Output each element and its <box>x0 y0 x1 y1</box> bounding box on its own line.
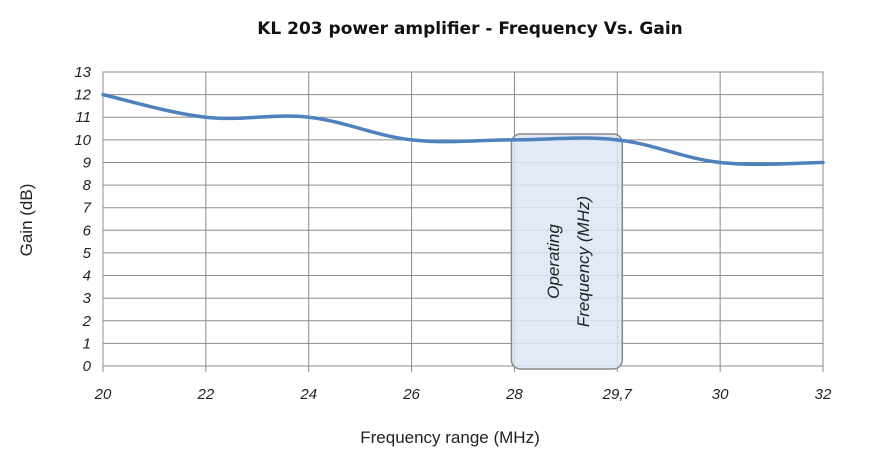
x-tick-label: 26 <box>402 386 420 403</box>
series-line-gain <box>103 95 823 165</box>
x-tick-label: 20 <box>94 386 112 403</box>
annotation-text: Operating <box>544 224 563 299</box>
y-tick-label: 13 <box>74 64 91 81</box>
y-tick-label: 5 <box>83 245 92 262</box>
y-tick-label: 4 <box>83 268 91 285</box>
x-axis-label: Frequency range (MHz) <box>360 428 540 447</box>
x-tick-label: 24 <box>299 386 317 403</box>
chart-title: KL 203 power amplifier - Frequency Vs. G… <box>257 19 683 39</box>
x-tick-label: 22 <box>197 386 215 403</box>
y-tick-label: 10 <box>74 132 91 149</box>
y-tick-label: 3 <box>83 290 92 307</box>
y-tick-label: 8 <box>83 177 92 194</box>
y-tick-label: 1 <box>83 335 91 352</box>
y-tick-label: 11 <box>75 109 91 126</box>
y-tick-label: 2 <box>82 313 92 330</box>
annotation-text: Frequency (MHz) <box>574 196 593 327</box>
operating-frequency-box: Operating Frequency (MHz) <box>511 134 622 369</box>
y-tick-label: 12 <box>74 87 91 104</box>
series-gain <box>103 95 823 165</box>
x-tick-labels: 20 22 24 26 28 29,7 30 32 <box>94 386 832 403</box>
x-tick-label: 32 <box>815 386 832 403</box>
y-axis-label: Gain (dB) <box>17 184 36 257</box>
x-tick-label: 30 <box>712 386 729 403</box>
x-tick-label: 29,7 <box>602 386 633 403</box>
annotation-box <box>511 134 622 369</box>
x-tick-label: 28 <box>505 386 523 403</box>
y-tick-label: 7 <box>83 200 92 217</box>
y-tick-label: 6 <box>83 222 92 239</box>
y-tick-label: 9 <box>83 154 92 171</box>
y-tick-label: 0 <box>83 358 92 375</box>
